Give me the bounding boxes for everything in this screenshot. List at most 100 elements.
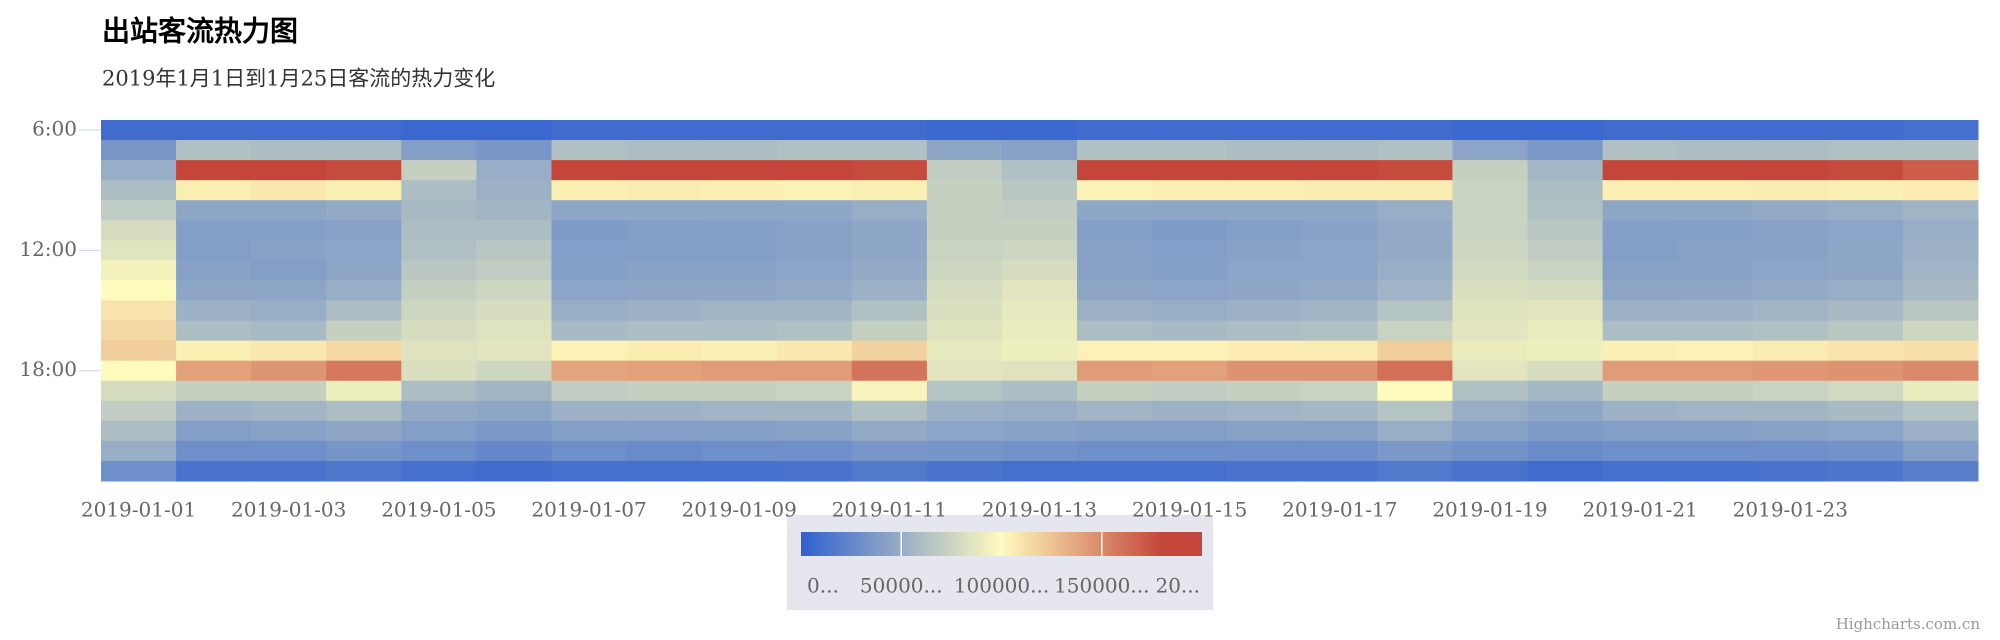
heat-cell: [476, 220, 552, 241]
heat-cell: [1001, 460, 1078, 482]
heat-cell: [1677, 420, 1754, 442]
heat-cell: [701, 460, 778, 482]
heat-cell: [1077, 340, 1153, 362]
heat-cell: [851, 440, 928, 462]
heat-cell: [1827, 240, 1904, 261]
heat-cell: [1452, 160, 1529, 181]
heat-cell: [1077, 140, 1153, 161]
heat-cell: [926, 320, 1003, 342]
heat-cell: [626, 200, 703, 221]
heat-cell: [476, 140, 552, 161]
heat-cell: [1452, 200, 1529, 221]
heat-cell: [776, 420, 853, 442]
heat-cell: [1001, 200, 1078, 221]
heat-cell: [1227, 400, 1303, 422]
heat-cell: [1602, 460, 1679, 482]
heat-cell: [476, 460, 552, 482]
heat-cell: [1001, 220, 1078, 241]
heat-cell: [1827, 300, 1904, 322]
heat-cell: [1077, 180, 1153, 201]
heat-cell: [626, 260, 703, 281]
heat-cell: [101, 440, 177, 462]
heat-cell: [776, 460, 853, 482]
heat-cell: [1077, 220, 1153, 241]
heat-cell: [551, 200, 628, 221]
heat-cell: [1001, 260, 1078, 281]
heat-cell: [1001, 160, 1078, 181]
heat-cell: [1302, 140, 1378, 161]
heat-cell: [1152, 200, 1228, 221]
heat-cell: [101, 360, 177, 382]
heat-cell: [776, 300, 853, 322]
heat-cell: [251, 420, 327, 442]
heat-cell: [401, 460, 477, 482]
heat-cell: [1452, 400, 1529, 422]
heat-cell: [401, 300, 477, 322]
heat-cell: [851, 460, 928, 482]
heat-cell: [1902, 460, 1979, 482]
heat-cell: [1227, 220, 1303, 241]
heat-cell: [1602, 400, 1679, 422]
heat-cell: [1152, 460, 1228, 482]
heat-cell: [326, 240, 402, 261]
heat-cell: [1752, 320, 1829, 342]
heat-cell: [551, 180, 628, 201]
heat-cell: [1001, 340, 1078, 362]
x-tick-label: 2019-01-23: [1733, 498, 1848, 522]
heat-cell: [1227, 200, 1303, 221]
heat-cell: [1302, 280, 1378, 301]
heat-cell: [1227, 240, 1303, 261]
heat-cell: [626, 120, 703, 141]
heat-cell: [1752, 200, 1829, 221]
heat-cell: [1527, 260, 1604, 281]
heat-cell: [701, 300, 778, 322]
heat-cell: [1077, 160, 1153, 181]
heat-cell: [101, 220, 177, 241]
heat-cell: [101, 180, 177, 201]
heat-cell: [1527, 180, 1604, 201]
heat-cell: [1677, 360, 1754, 382]
heat-cell: [1302, 440, 1378, 462]
heat-cell: [101, 340, 177, 362]
heat-cell: [1377, 140, 1453, 161]
heat-cell: [1827, 340, 1904, 362]
heat-cell: [251, 200, 327, 221]
heat-cell: [101, 420, 177, 442]
heat-cell: [251, 160, 327, 181]
heat-cell: [626, 440, 703, 462]
heat-cell: [1902, 440, 1979, 462]
heat-cell: [326, 200, 402, 221]
heat-cell: [1302, 180, 1378, 201]
heat-cell: [1077, 360, 1153, 382]
heat-cell: [1827, 120, 1904, 141]
heat-cell: [1602, 200, 1679, 221]
heat-cell: [251, 180, 327, 201]
heat-cell: [251, 260, 327, 281]
heat-cell: [1602, 360, 1679, 382]
heat-cell: [926, 420, 1003, 442]
heat-cell: [326, 440, 402, 462]
heat-cell: [326, 460, 402, 482]
chart-subtitle: 2019年1月1日到1月25日客流的热力变化: [102, 67, 495, 91]
heat-cell: [1001, 140, 1078, 161]
heat-cell: [1077, 120, 1153, 141]
heat-cell: [1677, 200, 1754, 221]
heat-cell: [326, 380, 402, 402]
heat-cell: [701, 180, 778, 201]
heat-cell: [176, 180, 252, 201]
heat-cell: [1677, 140, 1754, 161]
heat-cell: [1827, 220, 1904, 241]
heat-cell: [776, 220, 853, 241]
x-tick-label: 2019-01-01: [81, 498, 196, 522]
heat-cell: [1001, 120, 1078, 141]
heat-cell: [476, 360, 552, 382]
y-tick-label: 12:00: [19, 237, 77, 261]
heat-cell: [101, 120, 177, 141]
heat-cell: [401, 340, 477, 362]
heat-cell: [176, 400, 252, 422]
heat-cell: [776, 140, 853, 161]
heat-cell: [1902, 400, 1979, 422]
heat-cell: [251, 340, 327, 362]
heat-cell: [626, 420, 703, 442]
heat-cell: [176, 160, 252, 181]
